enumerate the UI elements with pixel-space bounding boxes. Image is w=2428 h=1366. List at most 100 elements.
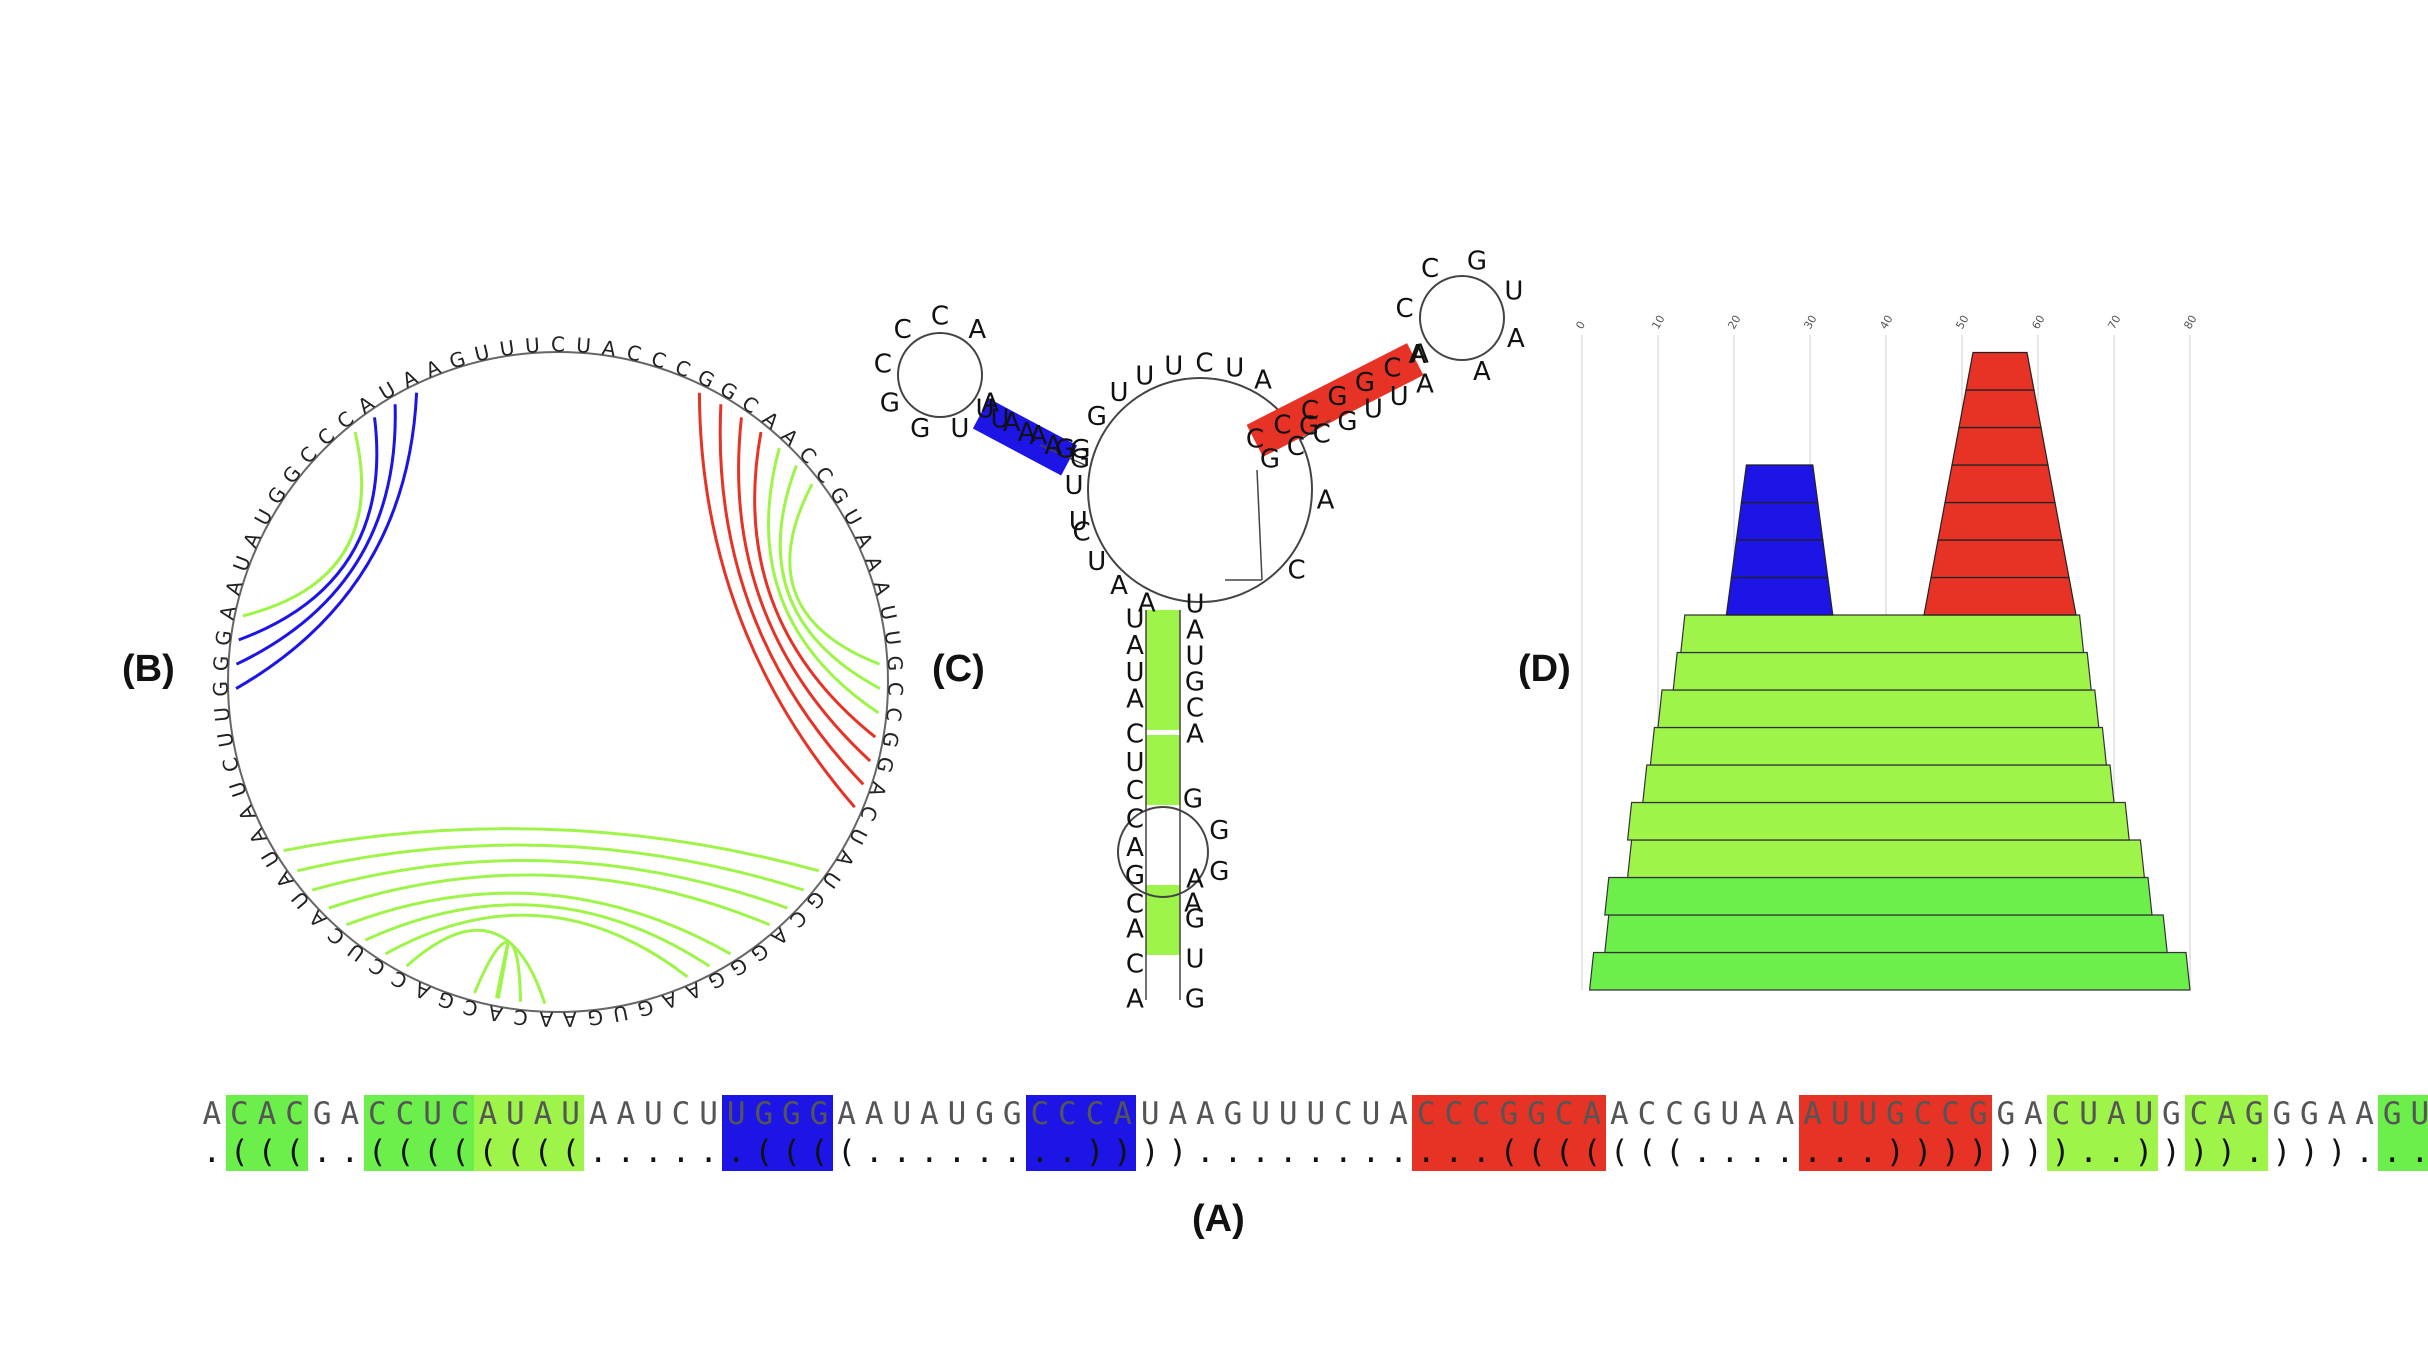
sequence-column: U. [1302,1095,1330,1171]
graph-nucleotide: G [1183,785,1203,815]
arc-nucleotide: A [600,335,617,361]
nucleotide: U [1278,1096,1298,1132]
bracket: . [1858,1134,1878,1170]
bracket: ) [2024,1134,2043,1170]
sequence-column: C( [446,1095,474,1171]
nucleotide: C [1416,1096,1436,1132]
nucleotide: G [782,1096,801,1132]
nucleotide: C [450,1096,470,1132]
nucleotide: U [1858,1096,1878,1132]
arc-nucleotide: C [461,995,481,1022]
sequence-column: A( [833,1095,861,1171]
arc-nucleotide: C [313,423,340,450]
arc-nucleotide: C [855,802,883,824]
axis-tick-label: 50 [1953,313,1971,332]
arc-nucleotide: U [472,340,492,367]
mountain-level-red [1923,576,2077,616]
graph-nucleotide: U [1504,276,1523,306]
nucleotide: C [1913,1096,1933,1132]
graph-nucleotide: A [1018,418,1036,448]
sequence-column: G. [1219,1095,1247,1171]
sequence-column: A. [198,1095,226,1171]
arc-nucleotide: C [365,953,390,981]
sequence-column: G. [971,1095,999,1171]
nucleotide: C [1334,1096,1353,1132]
arc-nucleotide: G [694,365,718,393]
nucleotide: G [975,1096,994,1132]
graph-nucleotide: U [1125,605,1144,635]
bracket: ( [1610,1134,1629,1170]
nucleotide: G [2300,1096,2319,1132]
arc-nucleotide: G [704,966,729,994]
blue-stem [972,398,1078,476]
bracket: ( [837,1134,856,1170]
bracket: ) [2272,1134,2292,1170]
base-pair-arc [718,404,865,786]
sequence-column: U. [2074,1095,2103,1171]
sequence-column: U. [1247,1095,1275,1171]
bracket: ( [533,1134,553,1170]
sequence-column: A) [2212,1095,2241,1171]
nucleotide: A [2327,1096,2347,1132]
graph-nucleotide: G [880,389,900,419]
nucleotide: G [1499,1096,1519,1132]
bracket: ( [1527,1134,1546,1170]
axis-tick-label: 40 [1877,313,1895,332]
arc-nucleotide: C [785,906,812,933]
red-stem [1246,343,1424,457]
sequence-column: A. [1385,1095,1413,1171]
graph-nucleotide: G [1125,861,1145,891]
nucleotide: U [423,1096,442,1132]
hairpin-loop-right [1419,275,1505,361]
arc-nucleotide: G [446,346,468,374]
bracket: ) [2327,1134,2347,1170]
sequence-column: C( [363,1095,392,1171]
bracket: ( [423,1134,442,1170]
nucleotide: G [1223,1096,1243,1132]
bracket: ) [2051,1134,2071,1170]
bracket: ( [395,1134,415,1170]
base-pair-arc [494,941,510,999]
mountain-level-blue [1725,576,1834,616]
sequence-column: A. [2102,1095,2130,1171]
arc-nucleotide: A [758,406,784,433]
sequence-column: A( [1578,1095,1606,1171]
graph-nucleotide: C [1421,254,1439,284]
arc-nucleotide: C [332,406,358,433]
mountain-level-red [1965,351,2035,391]
graph-nucleotide: A [1186,616,1204,646]
base-pair-arc [242,431,364,618]
nucleotide: C [230,1096,249,1132]
mountain-level-green [1604,876,2153,916]
sequence-column: G( [1522,1095,1551,1171]
mountain-level-red [1937,501,2063,541]
bracket: . [1389,1134,1408,1170]
bracket: . [1334,1134,1353,1170]
graph-nucleotide: A [1317,485,1335,515]
arc-nucleotide: U [224,779,251,801]
sequence-column: U( [418,1095,447,1171]
arc-nucleotide: A [562,1007,577,1031]
sequence-column: C) [2047,1095,2075,1171]
graph-nucleotide: G [1467,246,1487,276]
sequence-column: A) [2323,1095,2351,1171]
graph-nucleotide: A [1110,571,1128,601]
graph-nucleotide: U [1225,353,1244,383]
nucleotide: A [1113,1096,1132,1132]
nucleotide: A [1748,1096,1767,1132]
sequence-column: A. [584,1095,612,1171]
bracket: ) [1996,1134,2016,1170]
mountain-level-red [1944,464,2056,504]
arc-nucleotide: U [839,505,867,529]
arc-nucleotide: C [625,340,644,367]
bracket: ) [1886,1134,1905,1170]
graph-nucleotide: C [1126,720,1144,750]
bracket: ) [2189,1134,2209,1170]
arc-nucleotide: A [832,847,860,871]
arc-nucleotide: A [422,355,444,382]
nucleotide: C [671,1096,691,1132]
nucleotide: C [1637,1096,1657,1132]
sequence-column: G( [805,1095,833,1171]
bracket: ( [561,1134,580,1170]
bracket: ( [809,1134,829,1170]
